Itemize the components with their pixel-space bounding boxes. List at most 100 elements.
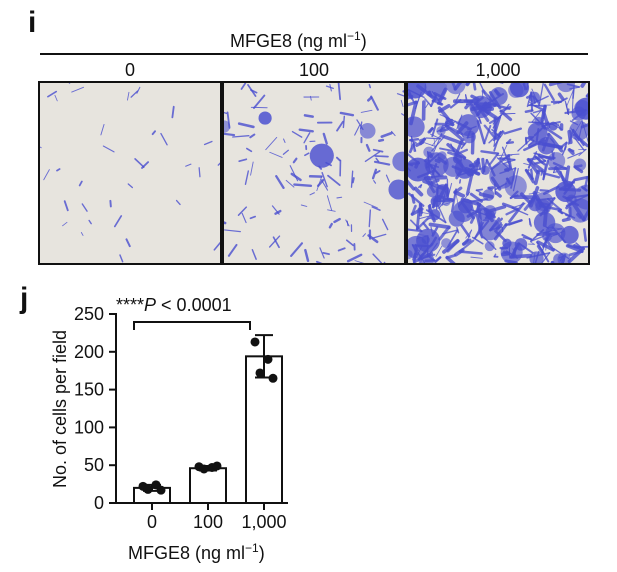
cell-process [543,83,555,101]
cell-process [380,131,393,138]
cell-process [476,158,482,171]
cell-process [499,144,508,161]
x-axis-label-close: ) [258,543,265,563]
cell-process [518,242,534,254]
cell-process [485,205,507,214]
cell-process [428,222,451,230]
cell-process [478,116,482,123]
cell-process [469,205,481,224]
cell-process [532,109,545,114]
cell-process [512,248,518,259]
cell-process [492,131,501,138]
cell-process [506,177,511,184]
cell-body [359,122,376,139]
cell-process [482,236,497,251]
micrograph-100-cells [224,83,404,263]
cell-process [422,221,429,230]
cell-process [247,84,257,97]
cell-process [274,209,282,215]
cell-process [359,121,363,130]
micrograph-1000 [406,81,590,265]
cell-process [175,199,181,206]
cell-process [285,179,295,188]
cell-process [565,201,574,207]
cell-process [466,135,474,139]
cell-process [410,193,416,204]
significance-text: < 0.0001 [156,295,232,315]
cell-process [565,89,574,108]
cell-process [528,104,547,108]
cell-process [227,243,238,257]
cell-process [237,122,255,129]
cell-process [232,135,250,138]
cell-process [413,245,418,263]
cell-process [250,161,254,176]
cell-process [436,120,457,133]
cell-process [417,169,435,179]
cell-process [431,178,440,184]
cell-process [63,200,69,212]
data-point-1-1 [207,462,217,472]
cell-process [303,114,314,118]
cell-process [416,216,430,231]
cell-process [439,147,455,153]
cell-process [489,226,503,232]
cell-process [56,168,61,172]
cell-process [441,190,447,206]
cell-process [526,157,540,175]
cell-process [151,130,156,136]
cell-process [374,170,381,175]
cell-process [400,99,404,107]
cell-process [493,253,497,258]
data-point-2-3 [268,373,278,383]
x-axis-label: MFGE8 (ng ml−1) [128,542,265,562]
cell-process [423,175,448,181]
cell-process [447,229,459,248]
cell-process [303,132,311,144]
cell-process [534,155,544,164]
cell-process [502,159,516,165]
cell-process [522,83,528,91]
cell-process [530,235,545,242]
cell-process [553,171,558,174]
data-point-2-2 [255,368,265,378]
cell-process [525,94,533,99]
cell-process [561,253,567,263]
cell-process [544,237,555,252]
cell-body [556,83,576,93]
cell-process [433,133,443,152]
cell-process [431,90,442,105]
cell-process [473,222,484,240]
cell-process [466,207,483,218]
cell-process [541,105,547,120]
cell-process [432,196,437,209]
cell-process [489,217,501,232]
cell-process [446,239,460,253]
cell-process [499,109,513,122]
cell-process [494,191,502,198]
cell-process [249,215,256,220]
cell-body [448,210,465,227]
cell-process [483,124,492,145]
cell-process [435,245,443,257]
cell-process [567,152,582,159]
cell-process [385,174,390,183]
cell-process [472,83,477,91]
cell-process [81,203,88,212]
cell-process [527,141,537,148]
cell-process [375,157,380,163]
cell-process [322,252,330,256]
cell-process [571,109,587,122]
column-label-0: 0 [124,60,135,80]
cell-process [408,95,414,100]
cell-process [458,250,483,255]
cell-process [501,146,511,167]
cell-process [570,127,579,141]
cell-process [373,160,391,166]
cell-process [544,172,561,179]
cell-process [553,100,562,105]
cell-process [539,197,556,217]
cell-process [512,168,519,192]
cell-process [445,254,457,259]
cell-process [501,202,519,211]
